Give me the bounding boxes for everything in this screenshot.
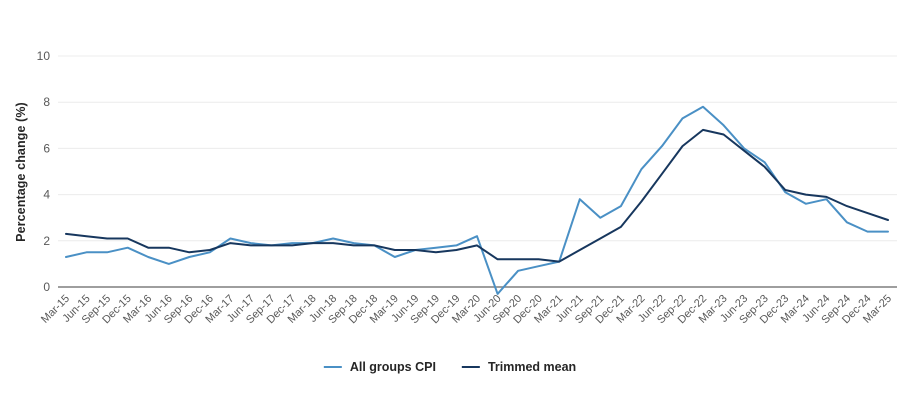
y-tick-label: 4 xyxy=(43,188,50,202)
legend-label-trimmed-mean: Trimmed mean xyxy=(487,360,577,374)
trimmed-mean-line-swatch xyxy=(461,366,480,368)
legend-item-trimmed-mean: Trimmed mean xyxy=(461,360,577,374)
legend: All groups CPI Trimmed mean xyxy=(323,360,577,374)
y-tick-label: 0 xyxy=(43,280,50,294)
series-line-all-groups-cpi xyxy=(65,105,889,295)
series-line-trimmed-mean xyxy=(65,128,889,263)
y-tick-label: 8 xyxy=(43,95,50,109)
plot-area: 0246810Mar-15Jun-15Sep-15Dec-15Mar-16Jun… xyxy=(37,49,897,326)
y-tick-label: 6 xyxy=(43,141,50,155)
all-groups-cpi-line-swatch xyxy=(323,366,342,368)
y-tick-label: 10 xyxy=(37,49,51,63)
y-tick-label: 2 xyxy=(43,234,50,248)
legend-label-all-groups-cpi: All groups CPI xyxy=(349,360,436,374)
legend-item-all-groups-cpi: All groups CPI xyxy=(323,360,436,374)
